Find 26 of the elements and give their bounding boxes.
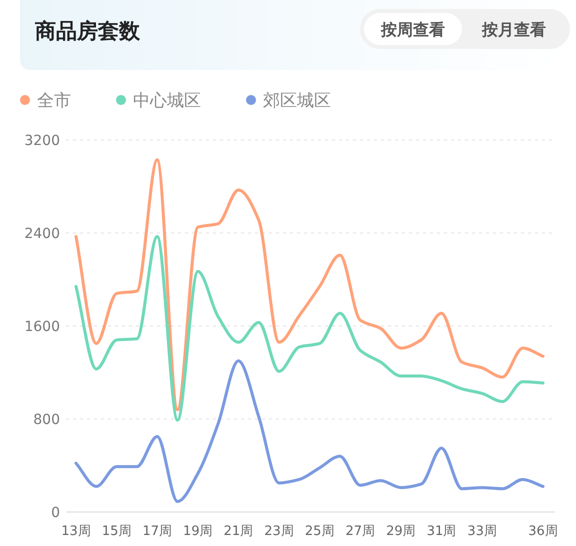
x-tick-label: 15周: [102, 524, 132, 539]
x-tick-label: 25周: [304, 524, 334, 539]
x-tick-label: 17周: [142, 524, 172, 539]
x-tick-label: 36周: [528, 524, 558, 539]
x-tick-label: 27周: [345, 524, 376, 539]
x-tick-label: 23周: [264, 524, 294, 539]
line-series: [74, 359, 544, 504]
line-series: [74, 158, 544, 412]
legend-label: 全市: [37, 91, 71, 111]
legend-label: 郊区城区: [263, 91, 331, 111]
chart-title: 商品房套数: [34, 19, 141, 43]
text: 按月查看: [481, 20, 546, 39]
text: 按周查看: [380, 20, 445, 39]
x-tick-label: 29周: [386, 524, 416, 539]
x-tick-label: 21周: [224, 524, 254, 539]
x-tick-label: 33周: [467, 524, 497, 539]
x-tick-label: 13周: [61, 524, 91, 539]
y-tick-label: 800: [33, 412, 60, 428]
legend-label: 中心城区: [133, 91, 201, 111]
x-tick-label: 19周: [183, 524, 213, 539]
y-tick-label: 2400: [24, 226, 60, 242]
y-tick-label: 1600: [24, 319, 60, 335]
line-series: [74, 234, 544, 422]
y-tick-label: 0: [51, 505, 60, 521]
y-tick-label: 3200: [24, 133, 60, 149]
x-tick-label: 31周: [426, 524, 456, 539]
